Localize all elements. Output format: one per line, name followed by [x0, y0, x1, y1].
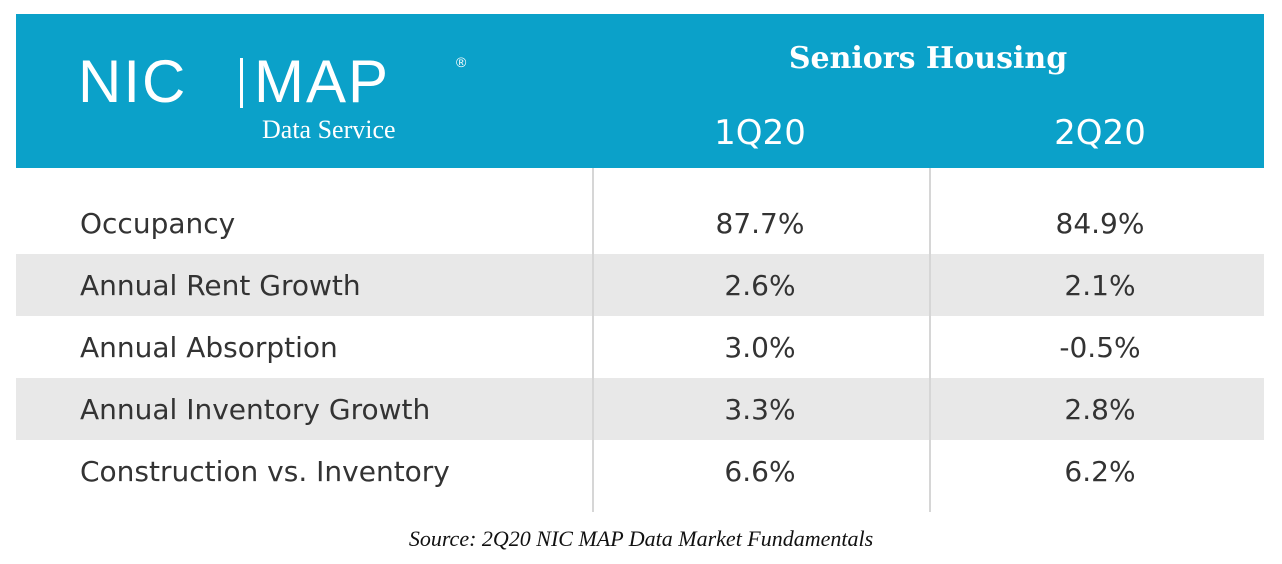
row-label: Annual Rent Growth	[80, 269, 361, 302]
cell-value: 2.6%	[724, 269, 796, 302]
logo-subtitle: Data Service	[262, 115, 396, 144]
cell-value: 3.0%	[724, 331, 796, 364]
row-label: Annual Absorption	[80, 331, 338, 364]
header-band	[16, 14, 1264, 168]
column-divider	[929, 168, 931, 512]
row-label: Occupancy	[80, 207, 236, 240]
cell-value: 2.8%	[1064, 393, 1136, 426]
logo-divider	[240, 58, 243, 108]
logo-left: NIC	[78, 48, 188, 115]
cell-value: 6.2%	[1064, 455, 1136, 488]
cell-value: 87.7%	[715, 207, 805, 240]
column-divider	[592, 168, 594, 512]
row-stripe	[16, 254, 1264, 316]
row-stripe	[16, 378, 1264, 440]
logo-right: MAP	[254, 48, 391, 115]
row-label: Annual Inventory Growth	[80, 393, 431, 426]
table-title: Seniors Housing	[788, 41, 1068, 76]
row-label: Construction vs. Inventory	[80, 455, 450, 488]
cell-value: 6.6%	[724, 455, 796, 488]
logo-mark: ®	[456, 54, 467, 70]
cell-value: 2.1%	[1064, 269, 1136, 302]
cell-value: -0.5%	[1059, 331, 1141, 364]
column-header: 1Q20	[714, 113, 806, 153]
source-note: Source: 2Q20 NIC MAP Data Market Fundame…	[408, 526, 874, 551]
cell-value: 3.3%	[724, 393, 796, 426]
cell-value: 84.9%	[1055, 207, 1145, 240]
column-header: 2Q20	[1054, 113, 1146, 153]
